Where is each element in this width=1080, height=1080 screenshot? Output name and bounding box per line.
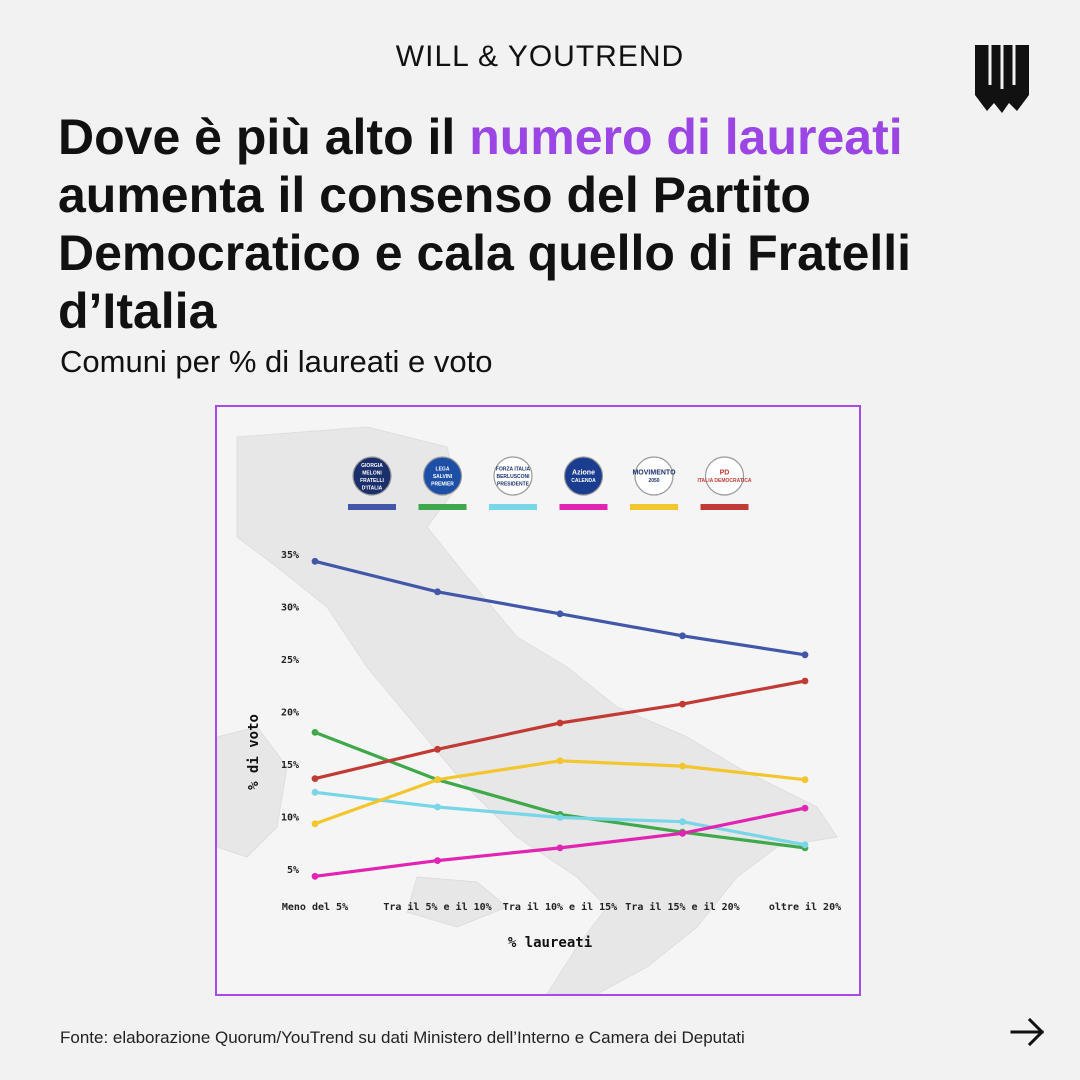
- data-point: [801, 804, 809, 812]
- party-logo-icon: [704, 456, 745, 496]
- x-tick-label: oltre il 20%: [769, 901, 841, 913]
- party-logo-text: GIORGIA: [361, 463, 383, 469]
- data-point: [679, 632, 686, 640]
- data-point: [311, 557, 319, 565]
- data-point: [556, 844, 564, 852]
- party-logo-text: PREMIER: [431, 482, 454, 488]
- headline-part1: Dove è più alto il: [58, 109, 470, 165]
- data-point: [311, 775, 319, 782]
- party-logo-text: CALENDA: [571, 478, 596, 484]
- will-logo-icon: [975, 45, 1029, 113]
- data-point: [311, 788, 319, 796]
- y-axis: 5% 10% 15% 20% 25% 30% 35%: [281, 550, 299, 876]
- data-point: [556, 814, 564, 821]
- data-point: [679, 829, 686, 837]
- party-logo-icon: [493, 456, 533, 496]
- party-logo-text: PD: [720, 469, 730, 476]
- y-tick-label: 10%: [281, 813, 299, 824]
- y-tick-label: 20%: [281, 708, 299, 719]
- headline-highlight: numero di laureati: [469, 109, 903, 165]
- party-logo-text: FORZA ITALIA: [496, 467, 531, 473]
- party-logo-icon: [563, 456, 604, 496]
- arrow-right-icon[interactable]: [1008, 1012, 1048, 1052]
- data-point: [434, 745, 441, 753]
- data-point: [311, 820, 319, 828]
- legend-item: MOVIMENTO 2050: [630, 456, 678, 510]
- party-logo-text: 2050: [648, 478, 659, 484]
- party-logo-text: FRATELLI: [360, 478, 384, 484]
- data-point: [434, 803, 441, 811]
- data-point: [311, 872, 319, 880]
- map-background: [217, 426, 838, 994]
- data-point: [679, 762, 686, 770]
- y-tick-label: 15%: [281, 760, 299, 771]
- data-point: [801, 677, 809, 685]
- data-point: [801, 651, 809, 659]
- data-point: [434, 857, 441, 864]
- party-logo-icon: [634, 456, 674, 496]
- party-logo-text: MELONI: [362, 470, 382, 476]
- brand-title: WILL & YOUTREND: [395, 40, 685, 73]
- y-tick-label: 5%: [287, 865, 299, 876]
- headline-part2: aumenta il consenso del Partito Democrat…: [58, 167, 912, 339]
- legend-color-bar: [559, 504, 608, 510]
- x-tick-label: Tra il 5% e il 10%: [383, 901, 491, 913]
- x-tick-label: Tra il 15% e il 20%: [625, 901, 739, 913]
- data-point: [801, 776, 809, 784]
- data-point: [311, 729, 319, 736]
- source-note: Fonte: elaborazione Quorum/YouTrend su d…: [60, 1028, 745, 1047]
- legend-item: PD ITALIA DEMOCRATICA: [697, 456, 752, 510]
- data-point: [556, 610, 564, 618]
- x-tick-label: Meno del 5%: [282, 902, 348, 913]
- party-logo-icon: [422, 456, 463, 496]
- x-axis-label: % laureati: [508, 935, 592, 951]
- y-tick-label: 30%: [281, 603, 299, 614]
- party-logo-text: ITALIA DEMOCRATICA: [697, 478, 751, 484]
- y-axis-label: % di voto: [246, 714, 262, 790]
- legend-item: Azione CALENDA: [559, 456, 608, 510]
- party-logo-text: MOVIMENTO: [632, 469, 676, 476]
- party-logo-text: Azione: [572, 469, 595, 476]
- x-tick-label: Tra il 10% e il 15%: [503, 901, 617, 913]
- y-tick-label: 35%: [281, 550, 299, 561]
- data-point: [556, 757, 564, 765]
- legend-color-bar: [700, 504, 749, 510]
- data-point: [679, 818, 686, 826]
- legend-color-bar: [418, 504, 467, 510]
- party-logo-text: LEGA: [436, 467, 450, 473]
- data-point: [434, 776, 441, 784]
- data-point: [801, 841, 809, 849]
- chart-panel: GIORGIA MELONI FRATELLI D'ITALIA LEGA SALVINI…: [215, 405, 861, 996]
- party-logo-icon: [352, 456, 392, 496]
- legend-color-bar: [489, 504, 537, 510]
- data-point: [434, 588, 441, 596]
- party-logo-text: PRESIDENTE: [497, 482, 530, 488]
- series-lines: [311, 557, 809, 880]
- party-logo-text: SALVINI: [433, 474, 453, 480]
- party-logo-text: BERLUSCONI: [496, 474, 530, 480]
- headline: Dove è più alto il numero di laureati au…: [58, 108, 958, 340]
- legend-color-bar: [630, 504, 678, 510]
- y-tick-label: 25%: [281, 655, 299, 666]
- legend-color-bar: [348, 504, 396, 510]
- data-point: [556, 719, 564, 727]
- x-axis: Meno del 5% Tra il 5% e il 10% Tra il 10% …: [282, 901, 841, 913]
- party-logo-text: D'ITALIA: [362, 485, 383, 491]
- subtitle: Comuni per % di laureati e voto: [60, 344, 493, 379]
- data-point: [679, 700, 686, 708]
